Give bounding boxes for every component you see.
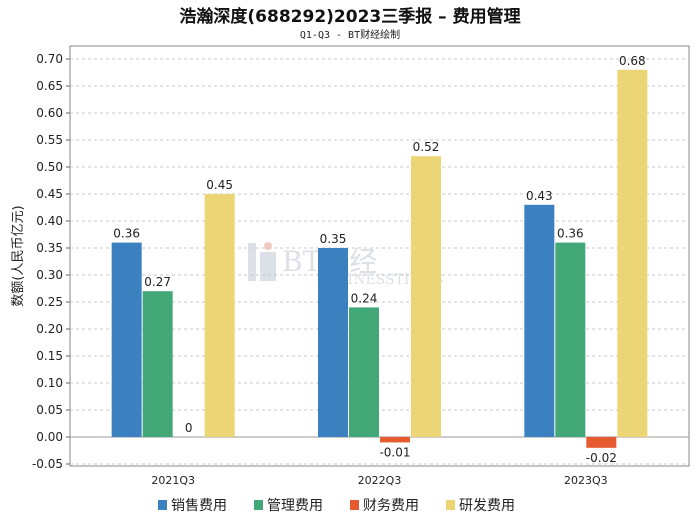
y-tick-label: 0.70 — [36, 52, 63, 66]
legend: 销售费用 管理费用 财务费用 研发费用 — [158, 498, 515, 514]
data-label: 0.35 — [320, 232, 347, 246]
data-label: -0.01 — [379, 445, 410, 459]
y-tick-label: 0.65 — [36, 79, 63, 93]
legend-label: 研发费用 — [459, 498, 515, 514]
y-tick-label: 0.10 — [36, 376, 63, 390]
data-label: 0 — [185, 421, 193, 435]
y-tick-label: 0.30 — [36, 268, 63, 282]
y-tick-label: 0.45 — [36, 187, 63, 201]
bar-0-1 — [318, 248, 348, 437]
y-tick-label: 0.15 — [36, 349, 63, 363]
bar-2-1 — [380, 437, 410, 443]
legend-label: 财务费用 — [363, 498, 419, 514]
y-tick-label: 0.35 — [36, 241, 63, 255]
y-tick-label: 0.00 — [36, 430, 63, 444]
bar-0-0 — [111, 242, 142, 437]
data-label: 0.45 — [206, 178, 233, 192]
x-tick-label: 2021Q3 — [151, 474, 195, 487]
chart-title: 浩瀚深度(688292)2023三季报 – 费用管理 — [179, 6, 520, 27]
x-tick-label: 2022Q3 — [358, 474, 402, 487]
y-tick-label: 0.05 — [36, 403, 63, 417]
y-tick-label: 0.60 — [36, 106, 63, 120]
bar-1-2 — [555, 242, 586, 437]
data-label: 0.27 — [144, 275, 171, 289]
data-label: 0.24 — [351, 291, 378, 305]
bar-0-2 — [524, 204, 555, 437]
legend-swatch — [446, 500, 455, 510]
bar-3-2 — [617, 69, 648, 438]
y-tick-label: 0.20 — [36, 322, 63, 336]
bar-2-2 — [586, 437, 617, 448]
y-tick-label: 0.40 — [36, 214, 63, 228]
bar-1-0 — [142, 291, 173, 437]
data-label: 0.36 — [557, 227, 584, 241]
data-label: 0.43 — [526, 189, 553, 203]
data-label: 0.52 — [413, 140, 440, 154]
legend-swatch — [350, 500, 359, 510]
legend-swatch — [158, 500, 167, 510]
plot-area: -0.05 0.00 0.05 0.10 0.15 0.20 0.25 0.30 0.35 0.4… — [32, 45, 690, 487]
bar-1-1 — [349, 307, 379, 437]
data-label: -0.02 — [586, 451, 617, 465]
bar-3-0 — [204, 194, 235, 437]
x-tick-label: 2023Q3 — [564, 474, 608, 487]
data-label: 0.68 — [619, 54, 646, 68]
plot-frame — [69, 45, 690, 467]
y-tick-label: 0.55 — [36, 133, 63, 147]
y-axis-label: 数额(人民币亿元) — [11, 205, 26, 306]
legend-label: 管理费用 — [267, 498, 323, 514]
chart-subtitle: Q1-Q3 - BT财经绘制 — [300, 28, 400, 41]
bar-3-1 — [411, 156, 441, 437]
legend-swatch — [254, 500, 263, 510]
y-tick-label: -0.05 — [32, 457, 63, 471]
data-label: 0.36 — [113, 227, 140, 241]
y-tick-label: 0.50 — [36, 160, 63, 174]
legend-label: 销售费用 — [171, 498, 227, 514]
y-tick-label: 0.25 — [36, 295, 63, 309]
